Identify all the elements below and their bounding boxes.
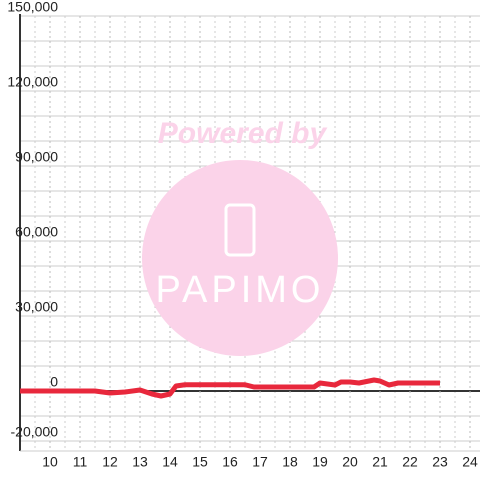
y-tick-label: 150,000 xyxy=(7,0,58,15)
watermark-caption: Powered by xyxy=(158,117,328,150)
watermark-phone xyxy=(224,203,256,257)
y-tick-label: 60,000 xyxy=(15,224,58,240)
y-tick-label: 30,000 xyxy=(15,299,58,315)
x-tick-label: 12 xyxy=(102,454,118,470)
x-tick-label: 22 xyxy=(402,454,418,470)
x-tick-label: 15 xyxy=(192,454,208,470)
data-line xyxy=(20,377,440,399)
x-tick-label: 16 xyxy=(222,454,238,470)
x-tick-label: 10 xyxy=(42,454,58,470)
x-tick-label: 13 xyxy=(132,454,148,470)
x-tick-label: 21 xyxy=(372,454,388,470)
x-tick-label: 14 xyxy=(162,454,178,470)
y-tick-label: 90,000 xyxy=(15,149,58,165)
y-tick-label: 0 xyxy=(50,374,58,390)
x-tick-label: 23 xyxy=(432,454,448,470)
y-tick-label: -20,000 xyxy=(11,424,59,440)
x-tick-label: 20 xyxy=(342,454,358,470)
x-tick-label: 24 xyxy=(462,454,478,470)
watermark-brand: PAPIMO xyxy=(156,269,325,311)
y-tick-label: 120,000 xyxy=(7,74,58,90)
x-tick-label: 19 xyxy=(312,454,328,470)
x-tick-label: 11 xyxy=(73,454,88,470)
x-tick-label: 18 xyxy=(282,454,298,470)
x-tick-label: 17 xyxy=(252,454,268,470)
watermark-circle xyxy=(142,160,338,356)
